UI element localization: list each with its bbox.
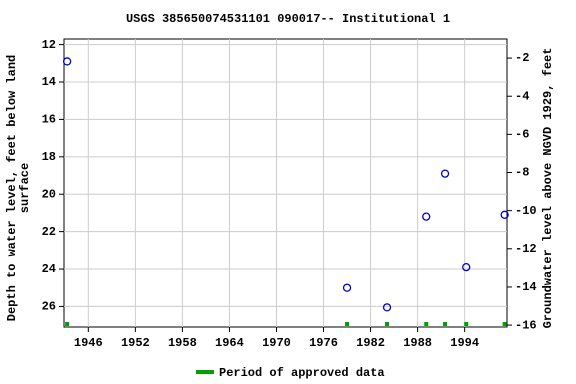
- y2-axis-label: Groundwater level above NGVD 1929, feet: [541, 48, 555, 329]
- plot-frame: [63, 38, 508, 328]
- x-tick-label: 1988: [403, 336, 432, 350]
- y-tick-label: 14: [42, 75, 56, 89]
- y2-tick-label: -16: [515, 318, 537, 332]
- y2-tick-label: -10: [515, 204, 537, 218]
- y2-tick-label: -6: [515, 128, 529, 142]
- y-axis-label: surface: [18, 163, 32, 213]
- y-tick-label: 24: [42, 262, 56, 276]
- y-tick-label: 16: [42, 113, 56, 127]
- data-point: [422, 212, 431, 221]
- approved-marker: [443, 322, 448, 326]
- data-point: [500, 210, 509, 219]
- y-tick-label: 22: [42, 225, 56, 239]
- x-tick-label: 1970: [262, 336, 291, 350]
- approved-marker: [424, 322, 429, 326]
- approved-marker: [464, 322, 469, 326]
- x-tick-label: 1958: [168, 336, 197, 350]
- y-tick-label: 20: [42, 187, 56, 201]
- data-point: [62, 57, 72, 66]
- approved-marker: [385, 322, 390, 326]
- y-tick-label: 12: [42, 38, 56, 52]
- x-tick-label: 1964: [215, 336, 244, 350]
- data-point: [382, 303, 392, 312]
- y2-tick-label: -14: [515, 280, 537, 294]
- approved-marker: [65, 322, 70, 326]
- data-point: [342, 283, 352, 292]
- x-tick-label: 1982: [356, 336, 385, 350]
- x-tick-label: 1946: [74, 336, 103, 350]
- x-tick-label: 1994: [450, 336, 479, 350]
- approved-marker: [345, 322, 350, 326]
- y2-tick-label: -12: [515, 242, 537, 256]
- y-tick-label: 18: [42, 150, 56, 164]
- chart-title: USGS 385650074531101 090017-- Institutio…: [126, 12, 450, 26]
- data-point: [462, 263, 471, 272]
- x-tick-label: 1952: [121, 336, 150, 350]
- y2-tick-label: -8: [515, 166, 529, 180]
- approved-marker: [502, 322, 507, 326]
- y-tick-label: 26: [42, 300, 56, 314]
- y-axis-label: Depth to water level, feet below land: [5, 55, 19, 321]
- x-tick-label: 1976: [309, 336, 338, 350]
- data-point: [440, 169, 450, 178]
- legend-label: Period of approved data: [219, 366, 385, 380]
- y2-tick-label: -4: [515, 89, 529, 103]
- y2-tick-label: -2: [515, 51, 529, 65]
